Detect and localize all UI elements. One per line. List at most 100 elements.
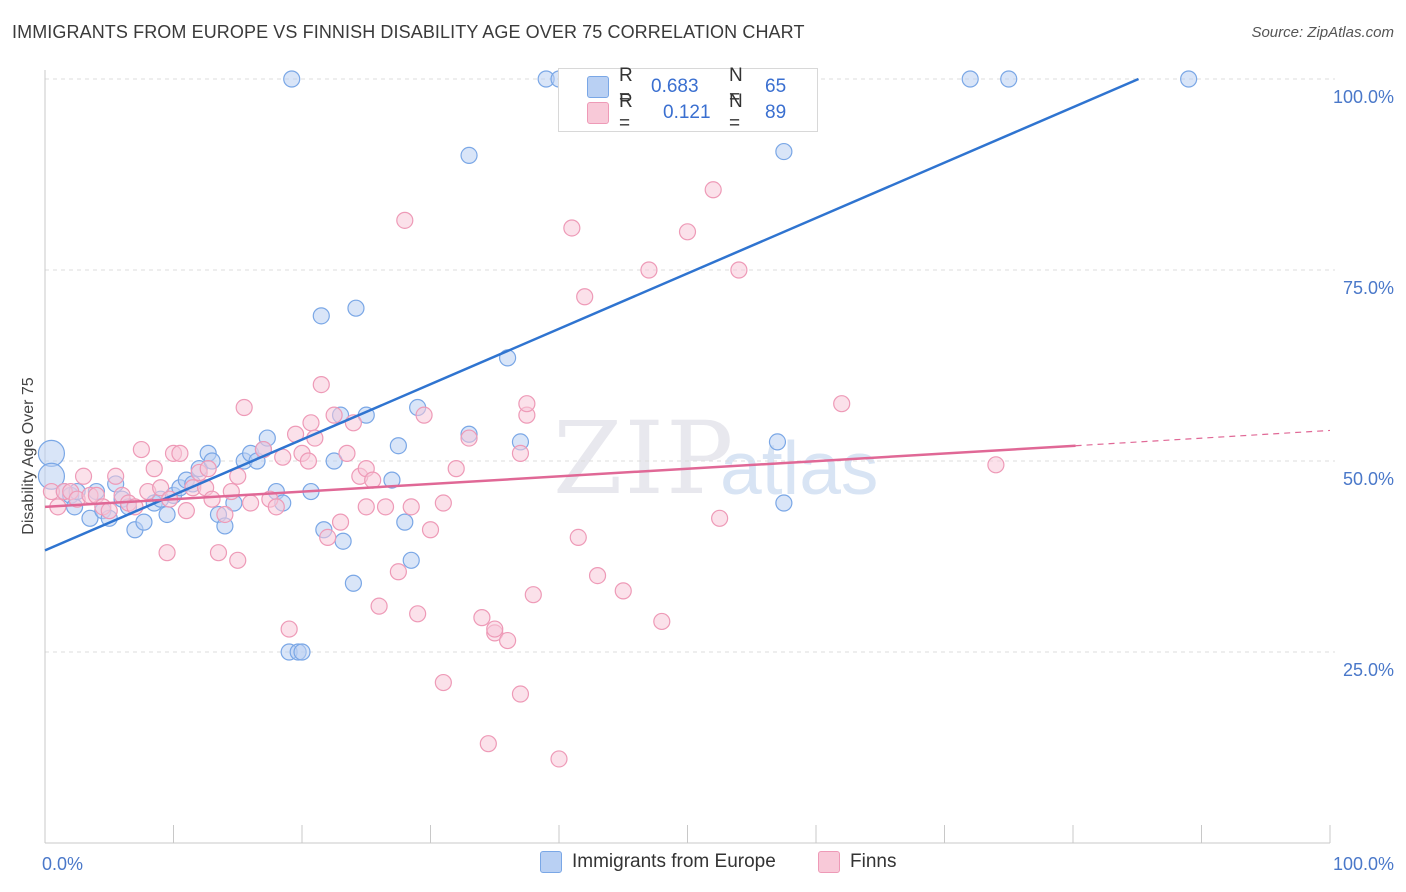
x-tick-label: 100.0%: [1333, 854, 1394, 874]
finns-point: [473, 609, 491, 627]
europe-swatch: [587, 76, 609, 98]
finns-point: [158, 544, 176, 562]
legend-label-finns: Finns: [850, 851, 897, 872]
r-value: 0.683: [651, 76, 699, 97]
finns-point: [235, 398, 253, 417]
finns-point: [486, 620, 504, 638]
watermark-zip: ZIP: [553, 400, 736, 517]
chart-title: IMMIGRANTS FROM EUROPE VS FINNISH DISABI…: [12, 22, 805, 42]
r-label: R =: [619, 65, 633, 108]
finns-point: [338, 444, 356, 462]
finns-point: [152, 479, 170, 497]
n-label: N =: [729, 65, 743, 108]
finns-point: [203, 490, 221, 508]
n-value: 65: [765, 76, 787, 97]
europe-point: [768, 433, 787, 451]
finns-point: [550, 750, 568, 768]
series-legend: Immigrants from Europe Finns: [0, 851, 1406, 879]
finns-point: [171, 444, 189, 462]
finns-point: [653, 612, 671, 631]
finns-point: [74, 467, 93, 485]
finns-point: [280, 620, 298, 638]
finns-point: [499, 631, 517, 650]
finns-point: [177, 502, 195, 520]
finns-point: [325, 406, 343, 424]
europe-point: [283, 70, 301, 88]
finns-point: [987, 456, 1005, 474]
finns-point: [331, 513, 350, 531]
finns-point: [312, 376, 330, 394]
europe-point: [389, 437, 407, 455]
finns-point: [299, 452, 318, 470]
finns-point: [576, 288, 594, 306]
europe-point: [334, 532, 352, 550]
finns-point: [145, 460, 163, 478]
finns-trend-line: [44, 444, 1076, 509]
r-label: R =: [619, 91, 633, 134]
finns-point: [389, 563, 407, 581]
finns-point: [563, 219, 581, 237]
europe-point: [325, 452, 343, 470]
europe-point: [396, 513, 414, 531]
europe-point: [135, 513, 153, 531]
legend-label-europe: Immigrants from Europe: [572, 851, 776, 872]
y-tick-label: 50.0%: [1343, 469, 1394, 489]
finns-point: [216, 505, 234, 524]
stats-legend: R = 0.683 N = 65 R = 0.121 N = 89: [558, 65, 818, 134]
europe-point: [1180, 70, 1198, 88]
n-value: 89: [765, 102, 787, 123]
europe-point: [312, 307, 330, 325]
finns-point: [409, 605, 427, 623]
finns-point: [678, 223, 697, 241]
finns-point: [396, 211, 414, 229]
legend-item-finns[interactable]: Finns: [818, 851, 896, 873]
finns-point: [434, 494, 452, 512]
finns-point: [588, 566, 607, 585]
europe-point: [81, 509, 99, 527]
source-credit: Source: ZipAtlas.com: [1251, 24, 1394, 41]
legend-item-europe[interactable]: Immigrants from Europe: [540, 851, 776, 873]
finns-point: [640, 261, 658, 279]
finns-point: [357, 498, 375, 516]
finns-point: [209, 544, 228, 562]
finns-point: [370, 597, 388, 615]
finns-point: [199, 460, 217, 478]
finns-point: [511, 444, 530, 462]
finns-point: [302, 414, 320, 432]
europe-point: [37, 439, 66, 467]
europe-point: [293, 643, 311, 661]
finns-point: [229, 551, 247, 569]
europe-point: [383, 471, 401, 489]
finns-swatch: [587, 102, 609, 124]
finns-point: [524, 586, 542, 604]
y-tick-label: 75.0%: [1343, 278, 1394, 298]
watermark-atlas: atlas: [720, 426, 879, 510]
finns-trend-extension: [1075, 429, 1331, 447]
finns-point: [434, 673, 452, 692]
finns-point: [402, 498, 420, 516]
finns-point: [518, 395, 536, 413]
finns-point: [447, 460, 465, 478]
europe-point: [158, 505, 176, 524]
r-value: 0.121: [663, 102, 711, 123]
y-tick-label: 25.0%: [1343, 660, 1394, 680]
europe-point: [402, 551, 420, 569]
europe-point: [344, 574, 362, 592]
finns-point: [319, 528, 337, 547]
finns-point: [421, 521, 440, 539]
finns-point: [479, 735, 497, 753]
y-tick-label: 100.0%: [1333, 87, 1394, 107]
finns-point: [415, 406, 433, 424]
finns-point: [569, 528, 587, 547]
europe-point: [775, 142, 793, 161]
finns-point: [100, 502, 118, 520]
finns-point: [711, 509, 729, 527]
europe-point: [775, 494, 793, 512]
n-label: N =: [729, 91, 743, 134]
europe-point: [961, 70, 979, 88]
finns-swatch: [818, 851, 840, 873]
europe-point: [460, 146, 478, 164]
finns-point: [364, 471, 382, 489]
europe-trend-line: [44, 77, 1140, 552]
